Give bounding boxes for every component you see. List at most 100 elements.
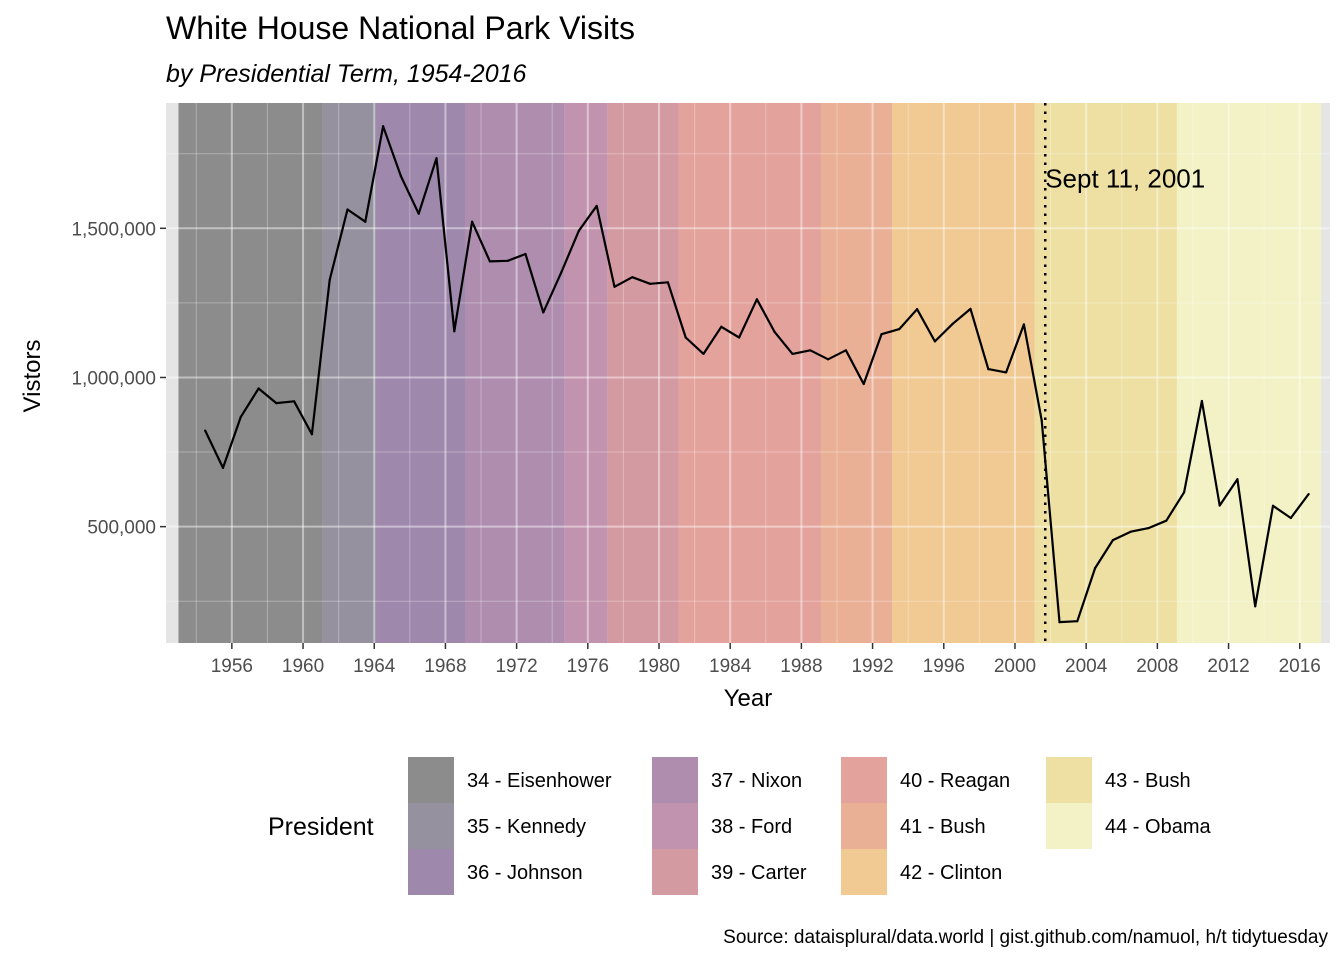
- legend-key-swatch: [1046, 757, 1092, 803]
- y-tick-label: 1,500,000: [71, 219, 156, 240]
- data-point: [577, 229, 581, 232]
- data-point: [738, 336, 741, 339]
- data-point: [595, 204, 598, 208]
- x-tick-label: 1992: [851, 656, 893, 677]
- data-point: [1076, 620, 1079, 623]
- legend-item: 34 - Eisenhower: [408, 757, 612, 803]
- legend-item: 41 - Bush: [841, 803, 986, 849]
- legend-item: 35 - Kennedy: [408, 803, 586, 849]
- data-point: [666, 281, 670, 284]
- data-point: [773, 331, 776, 334]
- major-gridlines: [166, 103, 1330, 643]
- data-point: [809, 349, 812, 352]
- data-point: [1040, 419, 1043, 422]
- data-point: [560, 271, 563, 274]
- x-tick-label: 2000: [994, 656, 1036, 677]
- data-point: [1093, 567, 1097, 570]
- data-point: [275, 402, 278, 405]
- x-tick-label: 1960: [282, 656, 324, 677]
- data-point: [1254, 605, 1257, 608]
- x-axis-ticks: 1956 1960 1964 1968 1972 1976 1980 1984 1988 1992…: [211, 643, 1321, 677]
- legend: President 34 - Eisenhower 35 - Kennedy 36 …: [268, 757, 1211, 895]
- series-points: [204, 125, 1310, 624]
- legend-key-swatch: [841, 849, 887, 895]
- y-axis-ticks: 500,000 1,000,000 1,500,000: [71, 219, 166, 539]
- legend-item: 40 - Reagan: [841, 757, 1010, 803]
- x-tick-label: 1968: [424, 656, 466, 677]
- data-point: [453, 330, 456, 333]
- data-point: [1129, 530, 1132, 533]
- x-tick-label: 1972: [495, 656, 537, 677]
- x-tick-label: 1996: [923, 656, 965, 677]
- data-point: [364, 220, 367, 223]
- chart-subtitle: by Presidential Term, 1954-2016: [166, 60, 526, 88]
- data-point: [880, 333, 883, 336]
- legend-item: 42 - Clinton: [841, 849, 1002, 895]
- data-point: [1165, 519, 1168, 522]
- legend-item: 44 - Obama: [1046, 803, 1211, 849]
- data-point: [293, 400, 296, 403]
- band-39-carter: [607, 103, 679, 643]
- data-point: [915, 308, 919, 311]
- data-point: [239, 415, 242, 418]
- data-point: [1182, 491, 1186, 494]
- data-point: [1200, 399, 1203, 403]
- legend-item: 43 - Bush: [1046, 757, 1191, 803]
- data-point: [702, 352, 705, 356]
- legend-item: 36 - Johnson: [408, 849, 583, 895]
- legend-title: President: [268, 813, 374, 841]
- data-point: [506, 259, 509, 262]
- data-point: [1218, 504, 1221, 507]
- data-point: [1307, 493, 1310, 496]
- y-axis-title: Vistors: [19, 340, 46, 413]
- legend-key-swatch: [841, 757, 887, 803]
- data-point: [1111, 538, 1114, 542]
- data-point: [684, 336, 687, 339]
- sept11-annotation: Sept 11, 2001: [1045, 164, 1205, 194]
- band-36-johnson: [376, 103, 466, 643]
- legend-item: 39 - Carter: [652, 849, 807, 895]
- legend-label: 43 - Bush: [1105, 770, 1191, 792]
- legend-label: 40 - Reagan: [900, 770, 1010, 792]
- x-tick-label: 1984: [709, 656, 752, 677]
- legend-key-swatch: [841, 803, 887, 849]
- band-40-reagan: [678, 103, 821, 643]
- x-tick-label: 1980: [638, 656, 680, 677]
- data-point: [844, 349, 847, 352]
- legend-key-swatch: [652, 757, 698, 803]
- data-point: [791, 352, 794, 356]
- legend-items: 34 - Eisenhower 35 - Kennedy 36 - Johnson 3…: [408, 757, 1211, 895]
- y-tick-label: 1,000,000: [71, 368, 156, 389]
- legend-label: 34 - Eisenhower: [467, 770, 612, 792]
- data-point: [898, 328, 901, 331]
- band-34-eisenhower: [178, 103, 323, 643]
- legend-key-swatch: [1046, 803, 1092, 849]
- legend-key-swatch: [652, 849, 698, 895]
- data-point: [542, 311, 545, 314]
- data-point: [328, 278, 331, 282]
- band-41-bush: [820, 103, 893, 643]
- legend-label: 36 - Johnson: [467, 862, 583, 884]
- band-38-ford: [564, 103, 608, 643]
- data-point: [1058, 621, 1061, 624]
- plot-area: Sept 11, 2001: [166, 103, 1330, 643]
- data-point: [1289, 516, 1292, 520]
- data-point: [399, 174, 403, 178]
- minor-gridlines: [166, 103, 1330, 643]
- data-point: [1022, 323, 1025, 326]
- data-point: [631, 276, 634, 279]
- legend-label: 41 - Bush: [900, 816, 986, 838]
- legend-label: 42 - Clinton: [900, 862, 1002, 884]
- x-tick-label: 2008: [1136, 656, 1178, 677]
- data-point: [1271, 504, 1275, 507]
- band-35-kennedy: [322, 103, 377, 643]
- x-tick-label: 2016: [1279, 656, 1321, 677]
- data-point: [969, 307, 972, 310]
- president-bands: [178, 103, 1322, 643]
- legend-item: 37 - Nixon: [652, 757, 802, 803]
- x-tick-label: 1988: [780, 656, 822, 677]
- data-point: [382, 125, 385, 128]
- y-tick-label: 500,000: [87, 518, 156, 539]
- x-tick-label: 2004: [1065, 656, 1108, 677]
- legend-label: 37 - Nixon: [711, 770, 802, 792]
